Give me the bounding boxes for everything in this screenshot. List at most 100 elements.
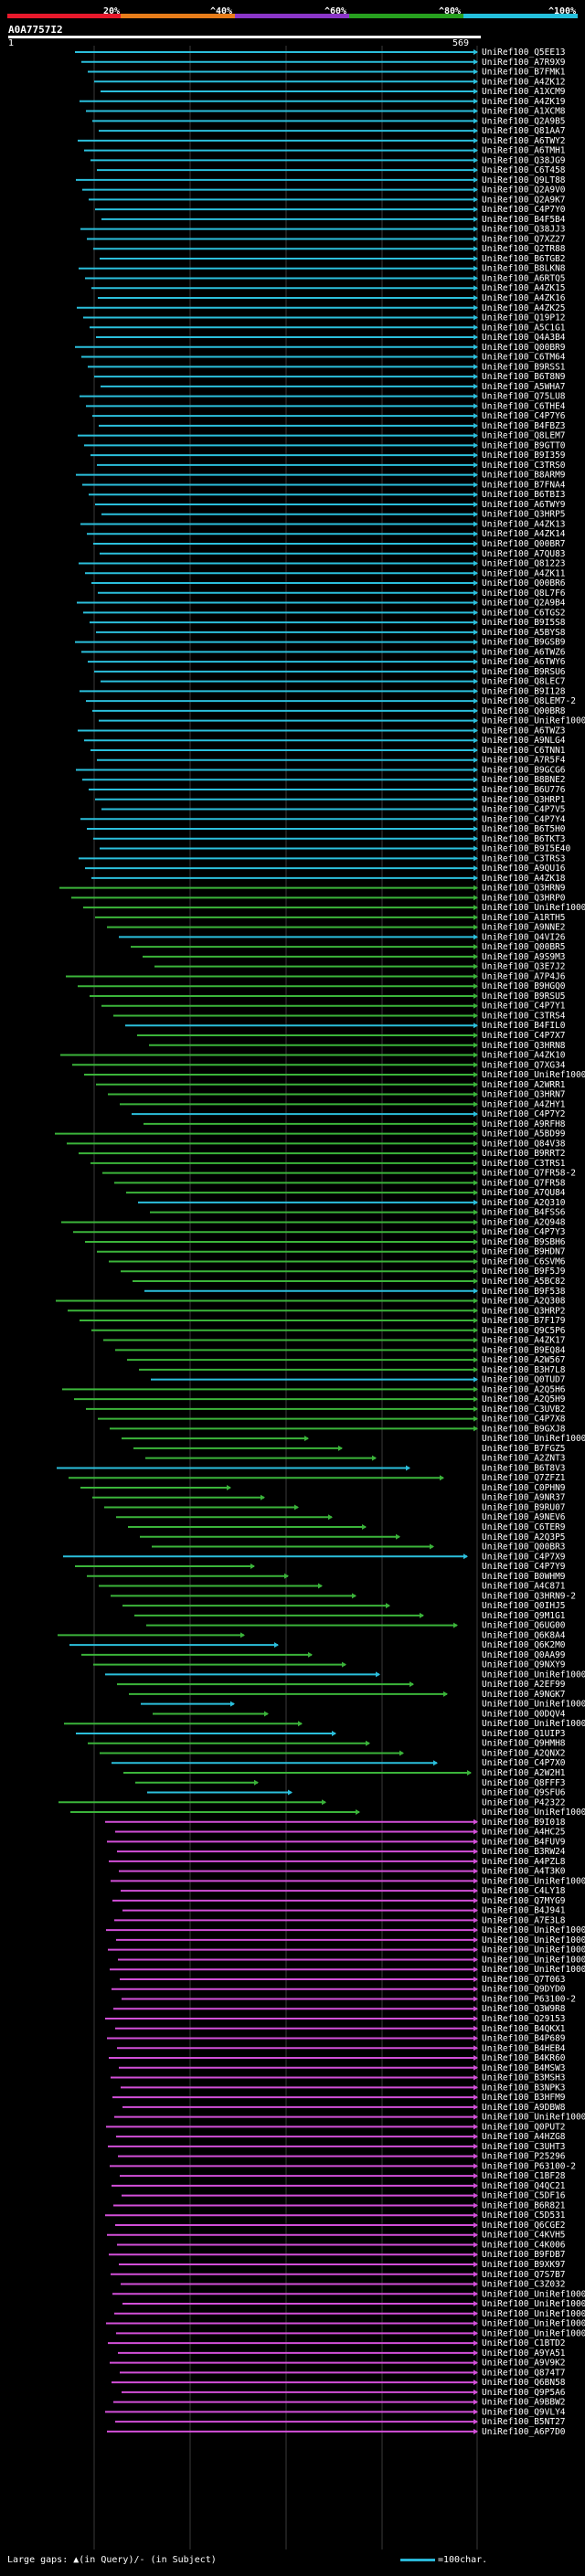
hit-label: UniRef100_C3TRS3 bbox=[482, 853, 566, 864]
hit-label: UniRef100_C4P7Y4 bbox=[482, 814, 566, 824]
hit-label: UniRef100_B4KR60 bbox=[482, 2053, 566, 2063]
hit-label: UniRef100_Q0IHJ5 bbox=[482, 1601, 566, 1611]
hit-label: UniRef100_UniRef1000... bbox=[482, 1876, 585, 1886]
alignment-arrow bbox=[473, 678, 478, 684]
hit-label: UniRef100_A7R5F4 bbox=[482, 756, 566, 766]
hit-label: UniRef100_C4KVH5 bbox=[482, 2231, 566, 2241]
alignment-arrow bbox=[473, 2359, 478, 2366]
alignment-arrow bbox=[473, 374, 478, 380]
alignment-arrow bbox=[473, 432, 478, 439]
hit-label: UniRef100_C1BTD2 bbox=[482, 2338, 566, 2348]
alignment-arrow bbox=[473, 589, 478, 596]
hit-label: UniRef100_P63100-2 bbox=[482, 1994, 576, 2004]
hit-label: UniRef100_A4HC25 bbox=[482, 1828, 566, 1838]
alignment-arrow bbox=[473, 1298, 478, 1304]
legend-swatch bbox=[400, 2558, 435, 2561]
alignment-arrow bbox=[473, 452, 478, 459]
alignment-arrow bbox=[473, 1268, 478, 1275]
hit-label: UniRef100_C4LY18 bbox=[482, 1886, 566, 1896]
hit-label: UniRef100_C6TNN1 bbox=[482, 746, 566, 756]
alignment-arrow bbox=[473, 2094, 478, 2101]
hit-label: UniRef100_Q8FFF3 bbox=[482, 1778, 566, 1788]
hit-label: UniRef100_A4ZK12 bbox=[482, 77, 566, 87]
hit-label: UniRef100_Q874T7 bbox=[482, 2368, 566, 2378]
hit-label: UniRef100_A2Q948 bbox=[482, 1217, 566, 1227]
hit-label: UniRef100_Q8LEM7 bbox=[482, 431, 566, 441]
hit-label: UniRef100_Q0TUD7 bbox=[482, 1375, 566, 1385]
hit-label: UniRef100_UniRef1000... bbox=[482, 1945, 585, 1956]
hit-label: UniRef100_UniRef1000... bbox=[482, 1719, 585, 1729]
hit-label: UniRef100_B8LKN8 bbox=[482, 264, 566, 274]
hit-label: UniRef100_B7F179 bbox=[482, 1316, 566, 1326]
alignment-arrow bbox=[473, 1170, 478, 1176]
alignment-arrow bbox=[473, 2124, 478, 2130]
alignment-arrow bbox=[473, 1366, 478, 1373]
alignment-arrow bbox=[473, 1140, 478, 1147]
alignment-arrow bbox=[332, 1730, 336, 1736]
alignment-arrow bbox=[473, 2163, 478, 2169]
alignment-arrow bbox=[473, 1199, 478, 1205]
hit-label: UniRef100_B3H7L8 bbox=[482, 1365, 566, 1375]
hit-label: UniRef100_A4ZK10 bbox=[482, 1051, 566, 1061]
hit-label: UniRef100_Q29153 bbox=[482, 2014, 566, 2024]
alignment-arrow bbox=[473, 1327, 478, 1333]
hit-label: UniRef100_Q00BR9 bbox=[482, 343, 566, 353]
scale-segment-20 bbox=[7, 14, 121, 18]
hit-label: UniRef100_A2WRR1 bbox=[482, 1080, 566, 1090]
hit-label: UniRef100_C4K006 bbox=[482, 2240, 566, 2250]
hit-label: UniRef100_Q7XZ27 bbox=[482, 234, 566, 244]
alignment-arrow bbox=[473, 304, 478, 311]
alignment-arrow bbox=[473, 207, 478, 213]
alignment-arrow bbox=[473, 422, 478, 429]
hit-label: UniRef100_B9RSU6 bbox=[482, 667, 566, 677]
alignment-arrow bbox=[473, 570, 478, 577]
hit-label: UniRef100_Q9P5A6 bbox=[482, 2388, 566, 2398]
legend-scale: =100char. bbox=[400, 2555, 487, 2565]
hit-label: UniRef100_Q7FR58-2 bbox=[482, 1169, 576, 1179]
alignment-arrow bbox=[473, 698, 478, 705]
hit-label: UniRef100_C4P7Y2 bbox=[482, 1109, 566, 1119]
alignment-arrow bbox=[473, 1426, 478, 1432]
alignment-arrow bbox=[473, 521, 478, 527]
alignment-arrow bbox=[473, 2025, 478, 2031]
alignment-arrow bbox=[473, 128, 478, 134]
alignment-arrow bbox=[473, 108, 478, 114]
hit-label: UniRef100_B4QKX1 bbox=[482, 2024, 566, 2034]
hit-label: UniRef100_Q3HRN9 bbox=[482, 884, 566, 894]
hit-label: UniRef100_Q00BR6 bbox=[482, 578, 566, 588]
alignment-arrow bbox=[261, 1494, 265, 1500]
hit-label: UniRef100_Q3HRP5 bbox=[482, 510, 566, 520]
alignment-arrow bbox=[473, 1318, 478, 1324]
alignment-arrow bbox=[473, 787, 478, 792]
hit-label: UniRef100_Q3E7J2 bbox=[482, 962, 566, 972]
hit-label: UniRef100_A4ZK18 bbox=[482, 874, 566, 884]
hit-label: UniRef100_Q19P12 bbox=[482, 313, 566, 323]
hit-label: UniRef100_C0PHN9 bbox=[482, 1483, 566, 1493]
hit-label: UniRef100_Q2A9V0 bbox=[482, 186, 566, 196]
query-end: 569 bbox=[452, 38, 470, 48]
alignment-arrow bbox=[473, 914, 478, 920]
hit-label: UniRef100_UniRef1000... bbox=[482, 1670, 585, 1680]
alignment-arrow bbox=[288, 1789, 292, 1796]
hit-label: UniRef100_A9NNE2 bbox=[482, 923, 566, 933]
hit-label: UniRef100_A2W2H1 bbox=[482, 1768, 566, 1778]
alignment-arrow bbox=[473, 324, 478, 331]
alignment-arrow bbox=[473, 314, 478, 321]
hit-label: UniRef100_C3TRS4 bbox=[482, 1011, 566, 1021]
hit-label: UniRef100_P63100-2 bbox=[482, 2161, 576, 2171]
hit-label: UniRef100_Q2A9K7 bbox=[482, 195, 566, 205]
alignment-arrow bbox=[473, 560, 478, 567]
alignment-arrow bbox=[473, 118, 478, 124]
alignment-arrow bbox=[473, 1405, 478, 1412]
alignment-arrow bbox=[473, 629, 478, 635]
alignment-arrow bbox=[473, 531, 478, 537]
scale-tick-100: ^100% bbox=[548, 6, 577, 16]
hit-label: UniRef100_B7FMK1 bbox=[482, 68, 566, 78]
hit-label: UniRef100_A6TWY6 bbox=[482, 657, 566, 667]
alignment-arrow bbox=[473, 2192, 478, 2199]
alignment-arrow bbox=[473, 707, 478, 714]
hit-label: UniRef100_Q7XG34 bbox=[482, 1060, 566, 1070]
alignment-arrow bbox=[473, 1248, 478, 1255]
alignment-arrow bbox=[473, 442, 478, 449]
hit-label: UniRef100_Q9VLY4 bbox=[482, 2407, 566, 2417]
